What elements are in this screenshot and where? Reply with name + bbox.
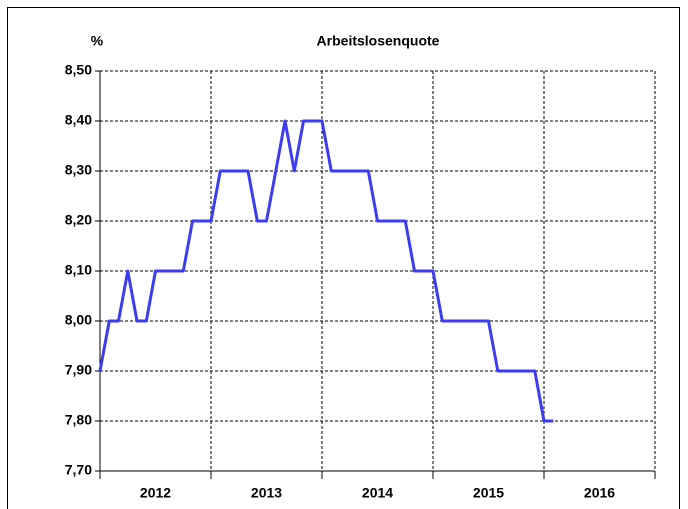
y-axis-label: % [91, 33, 104, 49]
y-tick-label: 8,00 [65, 312, 92, 328]
y-tick-label: 8,20 [65, 212, 92, 228]
y-tick-label: 8,50 [65, 62, 92, 78]
y-tick-label: 7,80 [65, 412, 92, 428]
y-tick-label: 7,90 [65, 362, 92, 378]
x-tick-label: 2015 [473, 485, 504, 501]
y-tick-label: 8,40 [65, 112, 92, 128]
y-tick-label: 8,30 [65, 162, 92, 178]
y-tick-label: 8,10 [65, 262, 92, 278]
x-tick-label: 2014 [362, 485, 393, 501]
frame [7, 7, 680, 509]
y-tick-label: 7,70 [65, 462, 92, 478]
x-tick-label: 2016 [584, 485, 615, 501]
data-line [98, 119, 554, 423]
x-tick-label: 2013 [251, 485, 282, 501]
x-tick-label: 2012 [140, 485, 171, 501]
chart-title: Arbeitslosenquote [317, 33, 440, 49]
